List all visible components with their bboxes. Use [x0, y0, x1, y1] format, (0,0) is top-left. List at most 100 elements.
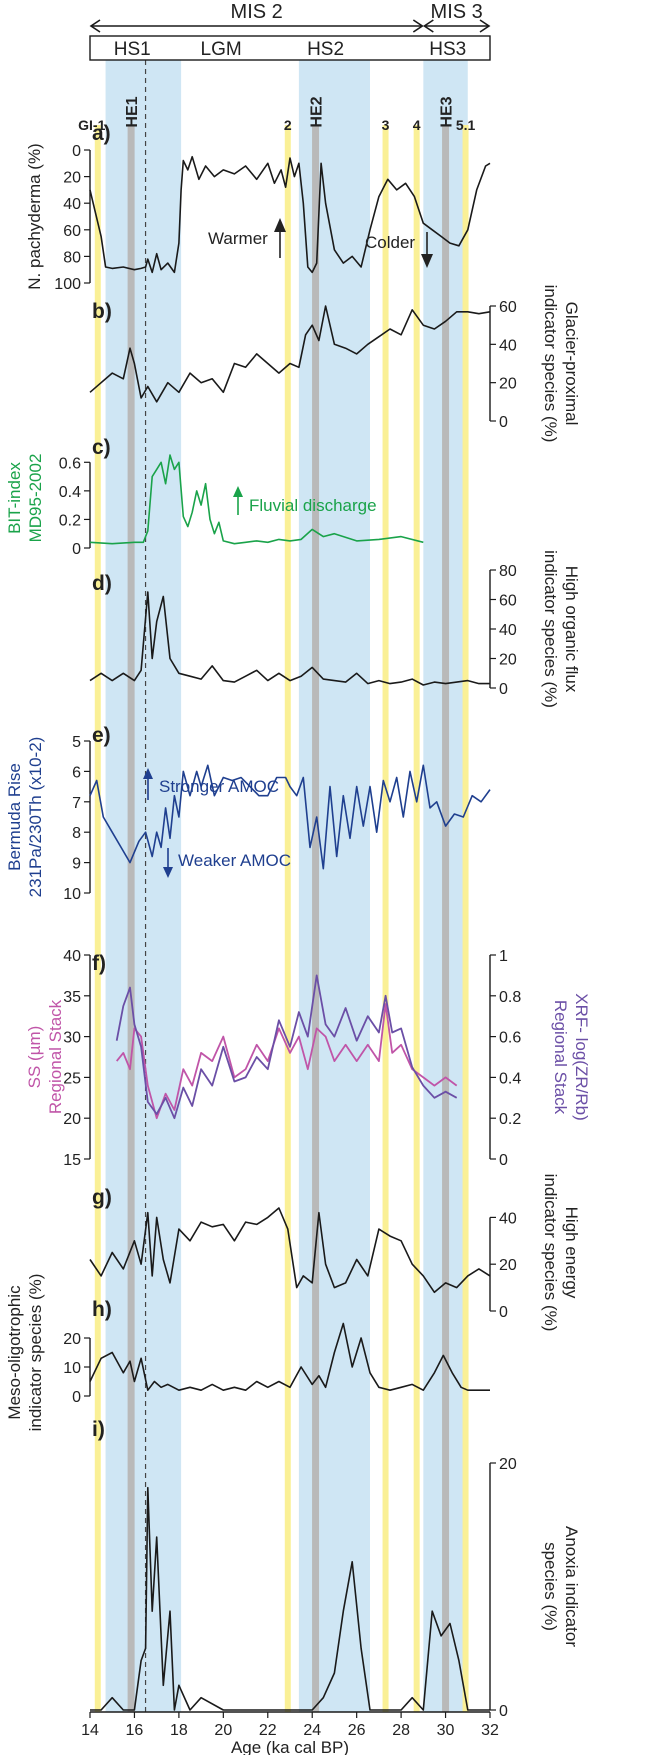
- series-line: [89, 764, 491, 870]
- y-tick-label: 35: [63, 989, 81, 1006]
- y-tick-label: 60: [499, 593, 517, 610]
- y-tick-label: 8: [72, 825, 81, 842]
- panel-letter: d): [92, 572, 112, 595]
- interstadial-line: [413, 125, 420, 1712]
- series-line: [115, 974, 458, 1120]
- annotation-colder: Colder: [365, 233, 415, 252]
- y-tick-label: 1: [499, 948, 508, 965]
- y-tick-label: 10: [63, 886, 81, 903]
- y-tick-label: 25: [63, 1070, 81, 1087]
- series-line: [90, 1486, 490, 1711]
- panel-h: h) 0 10 20 Meso-oligotrophic indicator specie…: [5, 1274, 490, 1432]
- series-line: [89, 1207, 491, 1294]
- annotation-fluvial: Fluvial discharge: [249, 496, 377, 515]
- y-tick-label: 20: [499, 1456, 517, 1473]
- x-tick-label: 22: [259, 1722, 277, 1739]
- panel-letter: f): [92, 952, 106, 975]
- panel-letter: h): [92, 1298, 112, 1321]
- y-tick-label: 0.6: [499, 1030, 521, 1047]
- series-line: [89, 305, 491, 403]
- y-tick-label: 20: [499, 1257, 517, 1274]
- y-tick-label: 40: [499, 1210, 517, 1227]
- heinrich-event-label: HE1: [124, 96, 141, 127]
- series-line: [115, 1003, 458, 1120]
- heinrich-event-line: [312, 125, 320, 1712]
- y-tick-label: 0.4: [499, 1070, 521, 1087]
- stage-header: MIS 2 MIS 3 HS1 LGM HS2 HS3 GI-1 2 3 4 5.1 HE1 HE2 HE…: [78, 1, 491, 133]
- panel-letter: e): [92, 724, 111, 747]
- panel-d: d) 0 20 40 60 80 indicator species (%) High org…: [89, 550, 581, 708]
- y-tick-label: 0: [499, 681, 508, 698]
- annotations: Warmer Colder Fluvial discharge Stronger AM…: [143, 218, 433, 878]
- y-axis-label: BIT-index: [5, 462, 24, 534]
- y-tick-label: 0: [72, 143, 81, 160]
- y-axis-label: Bermuda Rise: [5, 763, 24, 871]
- panel-letter: g): [92, 1186, 112, 1209]
- y-axis-label: 231Pa/230Th (x10-2): [26, 737, 45, 898]
- interstadial-label: 3: [382, 117, 390, 133]
- y-axis-label: Regional Stack: [46, 999, 65, 1114]
- panel-letter: i): [92, 1418, 105, 1441]
- y-axis-label: indicator species (%): [26, 1274, 45, 1432]
- heinrich-event-label: HE2: [309, 96, 326, 127]
- stage-label: HS2: [307, 39, 344, 60]
- y-axis-label: N. pachyderma (%): [25, 143, 44, 289]
- annotation-warmer: Warmer: [208, 229, 268, 248]
- interstadial-line: [462, 125, 469, 1712]
- x-tick-label: 18: [170, 1722, 188, 1739]
- y-axis-label: Regional Stack: [551, 1000, 570, 1115]
- interstadial-label: 2: [284, 117, 292, 133]
- x-tick-label: 16: [126, 1722, 144, 1739]
- y-tick-label: 0: [499, 1304, 508, 1321]
- x-tick-label: 32: [481, 1722, 499, 1739]
- mis-label: MIS 3: [431, 1, 483, 23]
- y-tick-label: 6: [72, 764, 81, 781]
- stage-label: LGM: [201, 39, 242, 60]
- y-tick-label: 0.4: [59, 484, 81, 501]
- y-tick-label: 0.2: [499, 1111, 521, 1128]
- colder-arrowhead: [421, 254, 433, 268]
- panel-letter: b): [92, 300, 112, 323]
- y-axis-label: indicator species (%): [541, 550, 560, 708]
- y-tick-label: 20: [63, 170, 81, 187]
- x-tick-label: 26: [348, 1722, 366, 1739]
- heinrich-event-label: HE3: [439, 96, 456, 127]
- y-tick-label: 0.2: [59, 512, 81, 529]
- stage-label: HS3: [429, 39, 466, 60]
- stadial-band: [298, 60, 370, 1712]
- panel-e: e) 5 6 7 8 9 10 Bermuda Rise 231Pa/230Th (x10-2): [5, 724, 491, 903]
- interstadial-line: [284, 125, 291, 1712]
- y-axis-label: Meso-oligotrophic: [5, 1285, 24, 1420]
- y-axis-label: High energy: [562, 1207, 581, 1299]
- panel-b: b) 0 20 40 60 indicator species (%) Glacier-pr…: [89, 285, 581, 442]
- stage-label: HS1: [114, 39, 151, 60]
- stronger-arrowhead: [143, 768, 153, 779]
- x-axis: 14 16 18 20 22 24 26 28 30 32 Age (ka cal BP): [81, 1711, 499, 1755]
- y-tick-label: 9: [72, 856, 81, 873]
- y-axis-label: MD95-2002: [26, 454, 45, 543]
- y-tick-label: 40: [63, 948, 81, 965]
- mis-arrowhead: [479, 19, 491, 33]
- panel-letter: a): [92, 122, 111, 145]
- y-tick-label: 0.8: [499, 989, 521, 1006]
- panel-i: i) 0 20 species (%) Anoxia indicator: [90, 1418, 581, 1720]
- y-tick-label: 30: [63, 1030, 81, 1047]
- y-tick-label: 5: [72, 734, 81, 751]
- y-axis-label: High organic flux: [562, 566, 581, 693]
- panel-letter: c): [92, 436, 111, 459]
- y-tick-label: 20: [63, 1111, 81, 1128]
- interstadial-label: 5.1: [456, 117, 476, 133]
- interstadial-line: [94, 125, 101, 1712]
- y-tick-label: 7: [72, 795, 81, 812]
- y-tick-label: 0: [72, 1389, 81, 1406]
- fluvial-arrowhead: [233, 486, 243, 497]
- mis-arrowhead: [422, 19, 434, 33]
- y-tick-label: 0: [72, 541, 81, 558]
- interstadial-label: 4: [413, 117, 421, 133]
- interstadial-line: [382, 125, 389, 1712]
- y-axis-label: XRF- log(ZR/Rb): [572, 993, 591, 1121]
- y-tick-label: 15: [63, 1152, 81, 1169]
- mis-label: MIS 2: [231, 1, 283, 23]
